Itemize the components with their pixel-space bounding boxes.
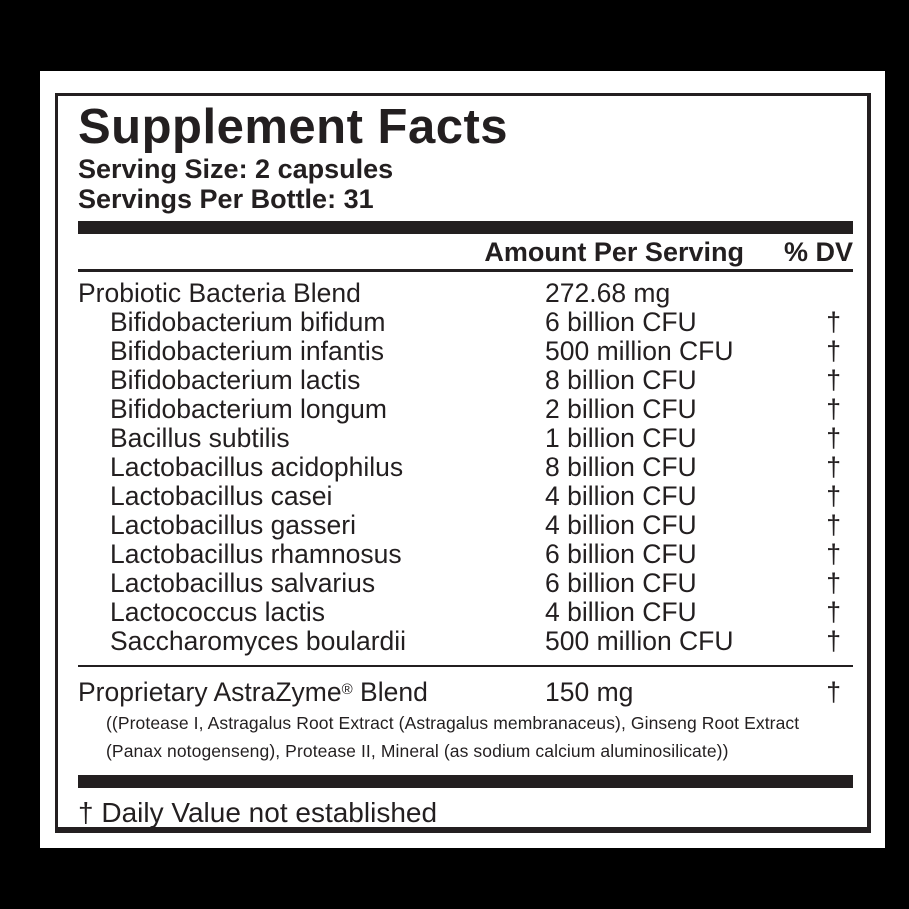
ingredient-dv-dagger: † [826, 365, 841, 395]
ingredient-row: Probiotic Bacteria Blend 272.68 mg [78, 279, 853, 308]
ingredient-amount: 6 billion CFU [545, 539, 697, 569]
serving-size-line: Serving Size: 2 capsules [78, 154, 394, 184]
ingredient-rows: Probiotic Bacteria Blend 272.68 mg Bifid… [78, 272, 853, 656]
ingredient-row: Lactobacillus salvarius 6 billion CFU † [78, 569, 853, 598]
servings-per-bottle-line: Servings Per Bottle: 31 [78, 184, 374, 214]
ingredient-name: Bifidobacterium bifidum [110, 307, 386, 337]
ingredient-name: Lactobacillus salvarius [110, 568, 376, 598]
ingredient-amount: 1 billion CFU [545, 423, 697, 453]
daily-value-footnote: † Daily Value not established [78, 797, 438, 828]
ingredient-name: Probiotic Bacteria Blend [78, 278, 361, 308]
ingredient-row: Bifidobacterium infantis 500 million CFU… [78, 337, 853, 366]
ingredient-name: Saccharomyces boulardii [110, 626, 407, 656]
supplement-facts-box: Supplement Facts Serving Size: 2 capsule… [55, 93, 871, 833]
ingredient-dv-dagger: † [826, 510, 841, 540]
label-title: Supplement Facts [78, 100, 509, 154]
thin-divider [78, 665, 853, 667]
ingredient-row: Bacillus subtilis 1 billion CFU † [78, 424, 853, 453]
ingredient-amount: 272.68 mg [545, 278, 671, 308]
ingredient-amount: 4 billion CFU [545, 481, 697, 511]
ingredient-row: Lactobacillus rhamnosus 6 billion CFU † [78, 540, 853, 569]
proprietary-blend-note: ((Protease I, Astragalus Root Extract (A… [106, 709, 853, 765]
ingredient-name: Bifidobacterium longum [110, 394, 387, 424]
ingredient-dv-dagger: † [826, 568, 841, 598]
ingredient-name: Bifidobacterium infantis [110, 336, 384, 366]
ingredient-dv-dagger: † [826, 394, 841, 424]
ingredient-row: Lactobacillus gasseri 4 billion CFU † [78, 511, 853, 540]
label-panel: Supplement Facts Serving Size: 2 capsule… [40, 71, 885, 848]
amount-per-serving-header: Amount Per Serving [484, 237, 744, 267]
ingredient-dv-dagger: † [826, 539, 841, 569]
ingredient-amount: 500 million CFU [545, 626, 734, 656]
ingredient-amount: 8 billion CFU [545, 365, 697, 395]
ingredient-name: Lactococcus lactis [110, 597, 326, 627]
ingredient-amount: 2 billion CFU [545, 394, 697, 424]
registered-trademark-symbol: ® [341, 681, 353, 698]
ingredient-dv-dagger: † [826, 626, 841, 656]
ingredient-name: Lactobacillus gasseri [110, 510, 356, 540]
ingredient-amount: 8 billion CFU [545, 452, 697, 482]
ingredient-dv-dagger: † [826, 597, 841, 627]
ingredient-name: Bifidobacterium lactis [110, 365, 361, 395]
ingredient-amount: 6 billion CFU [545, 568, 697, 598]
proprietary-blend-amount: 150 mg [545, 677, 634, 707]
ingredient-row: Saccharomyces boulardii 500 million CFU … [78, 627, 853, 656]
ingredient-amount: 4 billion CFU [545, 597, 697, 627]
ingredient-name: Lactobacillus rhamnosus [110, 539, 402, 569]
ingredient-amount: 4 billion CFU [545, 510, 697, 540]
ingredient-dv-dagger: † [826, 481, 841, 511]
thick-divider-top [78, 221, 853, 234]
ingredient-name: Bacillus subtilis [110, 423, 290, 453]
proprietary-blend-dv-dagger: † [826, 677, 841, 707]
proprietary-blend-row: Proprietary AstraZyme® Blend 150 mg † [78, 677, 853, 707]
ingredient-dv-dagger: † [826, 423, 841, 453]
thick-divider-bottom [78, 775, 853, 788]
ingredient-name: Lactobacillus acidophilus [110, 452, 404, 482]
proprietary-blend-name: Proprietary AstraZyme® Blend [78, 677, 545, 707]
proprietary-name-suffix: Blend [352, 677, 428, 707]
ingredient-row: Lactococcus lactis 4 billion CFU † [78, 598, 853, 627]
ingredient-row: Lactobacillus acidophilus 8 billion CFU … [78, 453, 853, 482]
ingredient-row: Lactobacillus casei 4 billion CFU † [78, 482, 853, 511]
ingredient-row: Bifidobacterium bifidum 6 billion CFU † [78, 308, 853, 337]
ingredient-name: Lactobacillus casei [110, 481, 333, 511]
proprietary-note-line-2: (Panax notogenseng), Protease II, Minera… [106, 741, 729, 761]
percent-dv-header: % DV [783, 237, 853, 267]
ingredient-row: Bifidobacterium lactis 8 billion CFU † [78, 366, 853, 395]
ingredient-amount: 6 billion CFU [545, 307, 697, 337]
ingredient-dv-dagger: † [826, 307, 841, 337]
proprietary-name-text: Proprietary AstraZyme [78, 677, 342, 707]
ingredient-row: Bifidobacterium longum 2 billion CFU † [78, 395, 853, 424]
ingredient-amount: 500 million CFU [545, 336, 734, 366]
ingredient-dv-dagger [791, 279, 853, 308]
ingredient-dv-dagger: † [826, 336, 841, 366]
ingredient-dv-dagger: † [826, 452, 841, 482]
column-header: Amount Per Serving % DV [78, 234, 853, 272]
proprietary-note-line-1: ((Protease I, Astragalus Root Extract (A… [106, 713, 800, 733]
